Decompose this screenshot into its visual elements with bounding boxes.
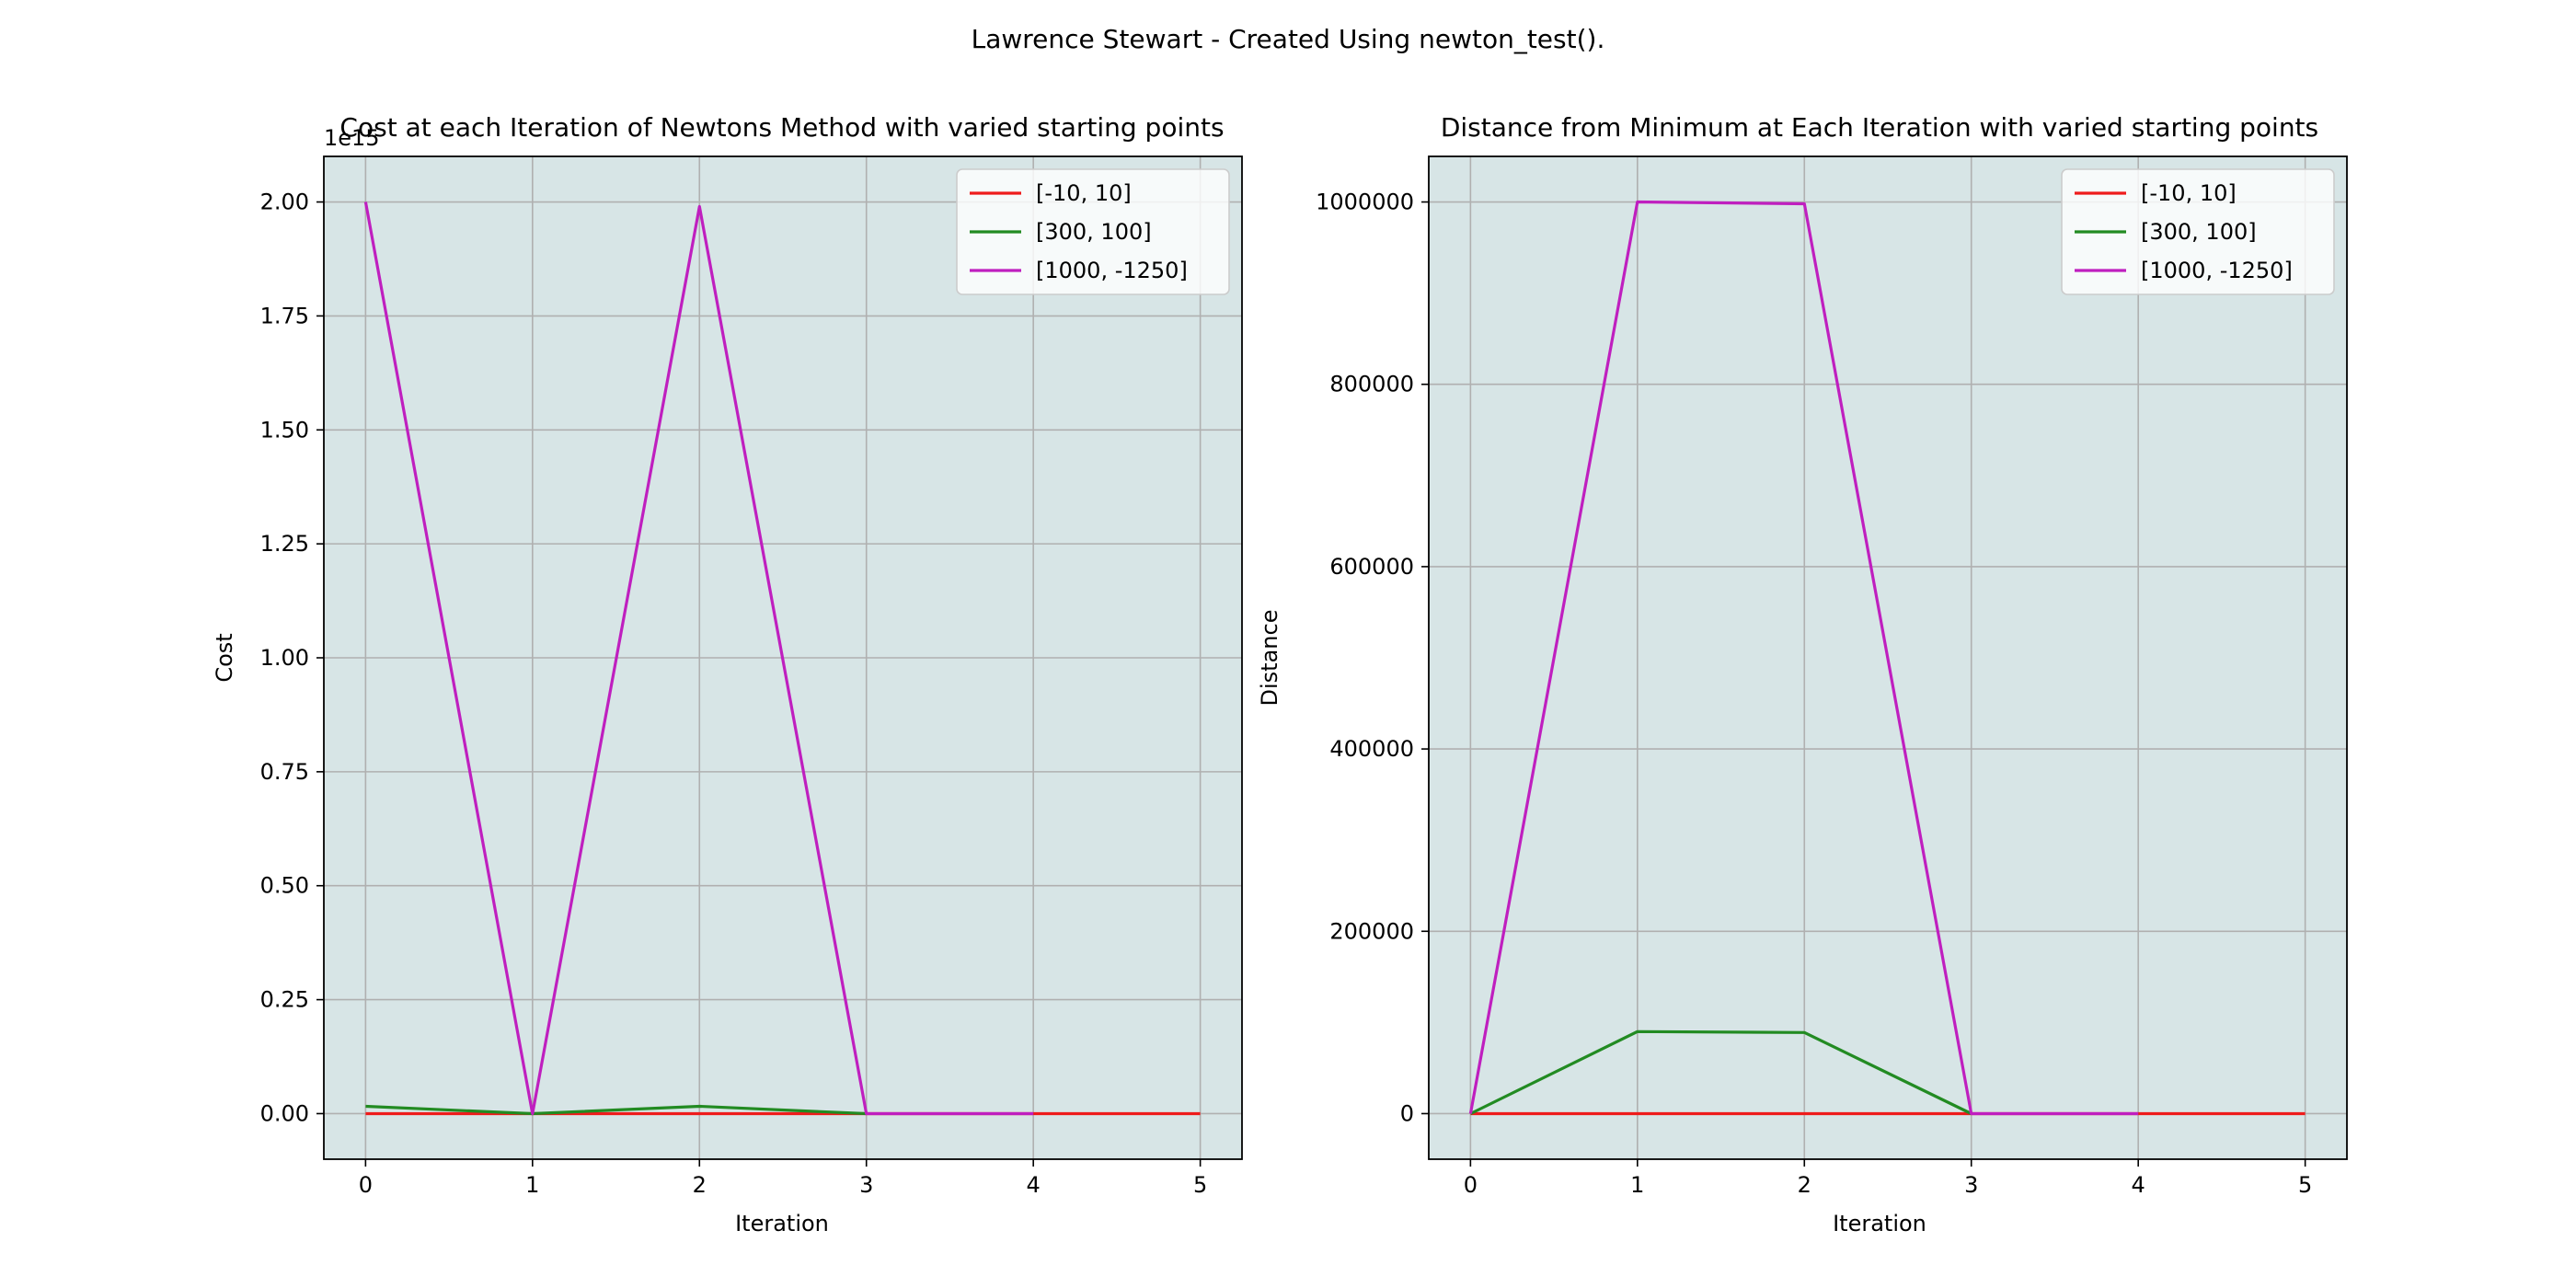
cost-y-tick-label: 1.75 <box>260 303 309 328</box>
distance-y-tick-label: 800000 <box>1329 372 1414 397</box>
cost-chart-title: Cost at each Iteration of Newtons Method… <box>339 112 1224 143</box>
cost-legend-box <box>956 168 1230 295</box>
cost-y-tick-label: 2.00 <box>260 190 309 215</box>
cost-y-tick-label: 0.75 <box>260 759 309 785</box>
distance-legend-label: [-10, 10] <box>2141 180 2237 206</box>
cost-series-line-2 <box>365 1104 867 1116</box>
cost-axes-frame <box>323 155 1243 1160</box>
distance-y-tick-label: 400000 <box>1329 736 1414 762</box>
distance-series-line-3 <box>1468 200 2139 1116</box>
distance-legend-label: [300, 100] <box>2141 219 2257 245</box>
cost-chart: 0 1 2 3 4 5 0.00 0.25 0.50 0.75 1.00 1.25 1.50 1.75 2.… <box>212 112 1243 1236</box>
cost-chart-xlabel: Iteration <box>735 1211 829 1236</box>
cost-y-tick-label: 0.25 <box>260 987 309 1013</box>
cost-x-tick-label: 1 <box>525 1172 539 1198</box>
distance-legend: [-10, 10] [300, 100] [1000, -1250] <box>2061 168 2335 295</box>
distance-legend-label: [1000, -1250] <box>2141 258 2293 283</box>
distance-legend-box <box>2061 168 2335 295</box>
distance-chart-title: Distance from Minimum at Each Iteration … <box>1441 112 2318 143</box>
distance-y-tick-label: 200000 <box>1329 918 1414 944</box>
cost-x-tick-label: 3 <box>859 1172 873 1198</box>
distance-x-tick-label: 5 <box>2298 1172 2312 1198</box>
cost-legend-label: [1000, -1250] <box>1036 258 1188 283</box>
distance-y-tick-label: 1000000 <box>1316 190 1414 215</box>
distance-x-tick-label: 0 <box>1464 1172 1478 1198</box>
distance-axes-frame <box>1428 155 2348 1160</box>
distance-chart-ylabel: Distance <box>1257 610 1282 707</box>
cost-x-tick-label: 2 <box>693 1172 707 1198</box>
cost-y-tick-label: 1.25 <box>260 531 309 557</box>
cost-legend-label: [-10, 10] <box>1036 180 1132 206</box>
distance-series-line-2 <box>1469 1029 1972 1115</box>
distance-x-tick-label: 2 <box>1798 1172 1811 1198</box>
cost-x-tick-label: 4 <box>1027 1172 1041 1198</box>
cost-legend: [-10, 10] [300, 100] [1000, -1250] <box>956 168 1230 295</box>
distance-x-tick-label: 3 <box>1964 1172 1978 1198</box>
cost-y-tick-label: 0.50 <box>260 873 309 899</box>
cost-x-tick-label: 5 <box>1193 1172 1207 1198</box>
cost-y-tick-label: 1.00 <box>260 645 309 671</box>
figure-suptitle: Lawrence Stewart - Created Using newton_… <box>972 24 1605 54</box>
cost-y-tick-label: 1.50 <box>260 417 309 443</box>
cost-chart-ylabel: Cost <box>212 633 237 682</box>
cost-legend-label: [300, 100] <box>1036 219 1152 245</box>
distance-y-tick-label: 0 <box>1400 1100 1414 1126</box>
distance-chart: 0 1 2 3 4 5 0 200000 400000 600000 800000 1000000 D… <box>1257 112 2348 1236</box>
distance-y-tick-label: 600000 <box>1329 554 1414 580</box>
cost-chart-offset-label: 1e15 <box>324 125 380 151</box>
distance-x-tick-label: 1 <box>1630 1172 1644 1198</box>
cost-x-tick-label: 0 <box>359 1172 373 1198</box>
cost-y-tick-label: 0.00 <box>260 1100 309 1126</box>
distance-x-tick-label: 4 <box>2132 1172 2145 1198</box>
distance-chart-xlabel: Iteration <box>1833 1211 1926 1236</box>
cost-series-line-3 <box>363 201 1034 1116</box>
